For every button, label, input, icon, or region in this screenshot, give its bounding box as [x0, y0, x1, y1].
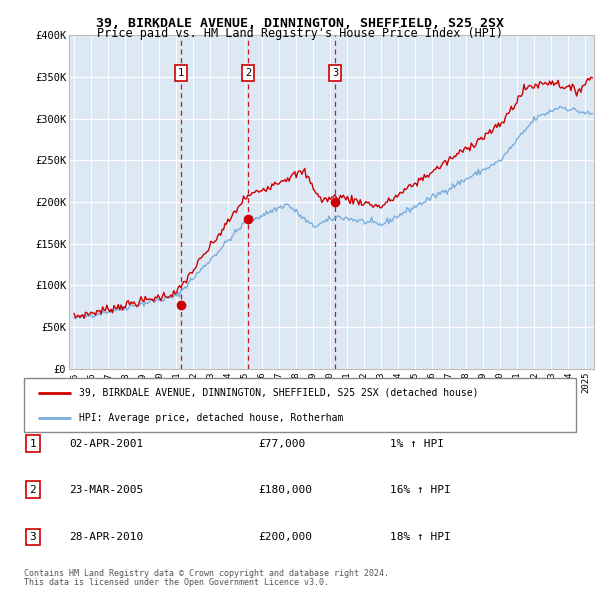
- Text: £180,000: £180,000: [258, 485, 312, 494]
- Text: 3: 3: [29, 532, 37, 542]
- Text: Price paid vs. HM Land Registry's House Price Index (HPI): Price paid vs. HM Land Registry's House …: [97, 27, 503, 40]
- Text: 39, BIRKDALE AVENUE, DINNINGTON, SHEFFIELD, S25 2SX (detached house): 39, BIRKDALE AVENUE, DINNINGTON, SHEFFIE…: [79, 388, 479, 398]
- Text: Contains HM Land Registry data © Crown copyright and database right 2024.: Contains HM Land Registry data © Crown c…: [24, 569, 389, 578]
- Text: 16% ↑ HPI: 16% ↑ HPI: [390, 485, 451, 494]
- Text: 39, BIRKDALE AVENUE, DINNINGTON, SHEFFIELD, S25 2SX: 39, BIRKDALE AVENUE, DINNINGTON, SHEFFIE…: [96, 17, 504, 30]
- Text: 18% ↑ HPI: 18% ↑ HPI: [390, 532, 451, 542]
- Text: £200,000: £200,000: [258, 532, 312, 542]
- Text: 2: 2: [245, 68, 251, 78]
- Text: 1% ↑ HPI: 1% ↑ HPI: [390, 439, 444, 448]
- Text: 3: 3: [332, 68, 338, 78]
- Text: This data is licensed under the Open Government Licence v3.0.: This data is licensed under the Open Gov…: [24, 578, 329, 588]
- Text: 28-APR-2010: 28-APR-2010: [69, 532, 143, 542]
- Text: 23-MAR-2005: 23-MAR-2005: [69, 485, 143, 494]
- Text: 1: 1: [29, 439, 37, 448]
- Text: 1: 1: [178, 68, 184, 78]
- Text: HPI: Average price, detached house, Rotherham: HPI: Average price, detached house, Roth…: [79, 414, 344, 423]
- Text: £77,000: £77,000: [258, 439, 305, 448]
- Text: 2: 2: [29, 485, 37, 494]
- Text: 02-APR-2001: 02-APR-2001: [69, 439, 143, 448]
- FancyBboxPatch shape: [24, 378, 576, 432]
